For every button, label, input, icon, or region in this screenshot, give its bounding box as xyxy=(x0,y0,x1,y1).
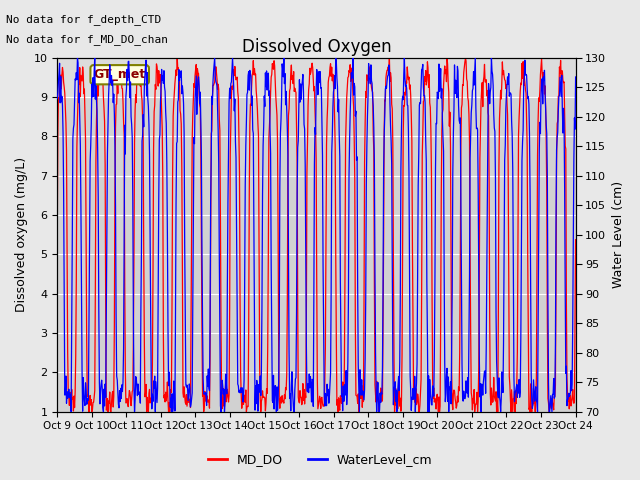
Y-axis label: Dissolved oxygen (mg/L): Dissolved oxygen (mg/L) xyxy=(15,157,28,312)
Bar xyxy=(57,97,575,412)
Text: GT_met: GT_met xyxy=(93,68,146,81)
Title: Dissolved Oxygen: Dissolved Oxygen xyxy=(242,38,391,56)
Text: No data for f_MD_DO_chan: No data for f_MD_DO_chan xyxy=(6,34,168,45)
Text: No data for f_depth_CTD: No data for f_depth_CTD xyxy=(6,14,162,25)
Y-axis label: Water Level (cm): Water Level (cm) xyxy=(612,181,625,288)
Legend: MD_DO, WaterLevel_cm: MD_DO, WaterLevel_cm xyxy=(203,448,437,471)
